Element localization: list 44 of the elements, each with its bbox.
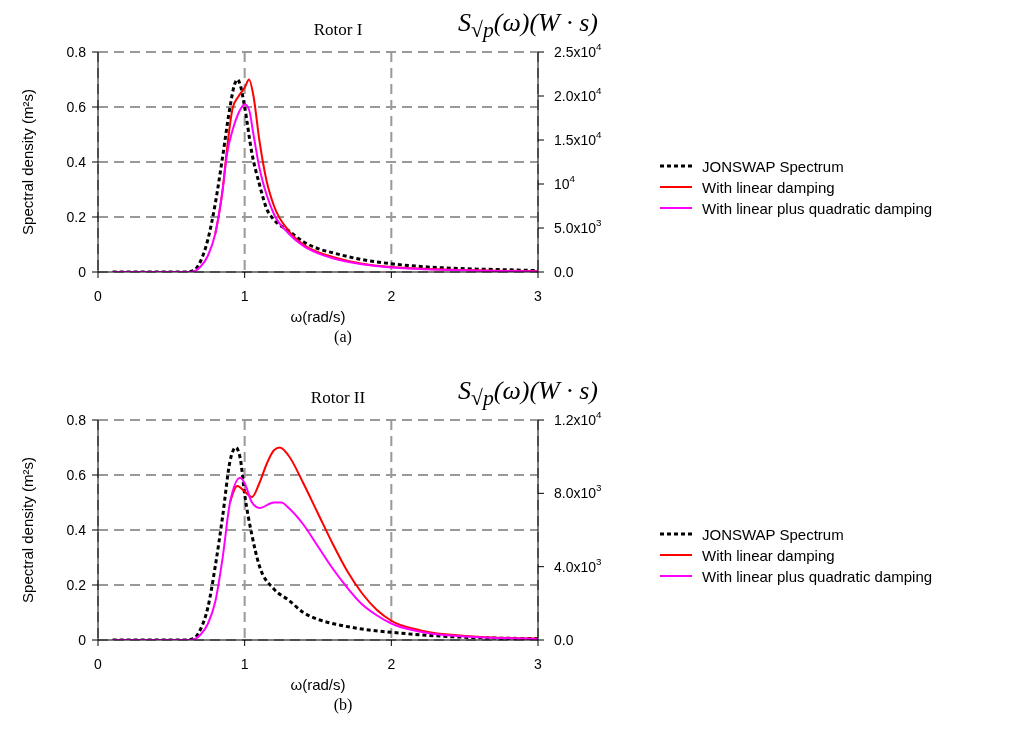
x-tick-label: 3 <box>534 656 543 672</box>
legend-label: JONSWAP Spectrum <box>702 525 844 543</box>
x-axis-title: ω(rad/s) <box>290 676 346 693</box>
y2-tick-label: 4.0x10$^{3}$ <box>554 555 603 575</box>
x-tick-label: 2 <box>387 288 396 304</box>
x-tick-label: 1 <box>240 656 249 672</box>
y2-tick-label: 1.5x10$^{4}$ <box>554 129 603 148</box>
x-tick-label: 2 <box>387 656 396 672</box>
text: (a) <box>333 328 353 346</box>
legend-label: With linear plus quadratic damping <box>702 199 933 217</box>
x-tick-label: 0 <box>94 288 103 304</box>
legend-label: With linear damping <box>702 546 835 564</box>
text: (b) <box>332 696 354 714</box>
y-tick-label: 0.4 <box>66 522 87 538</box>
legend-label: With linear damping <box>702 178 835 196</box>
y-tick-label: 0.6 <box>66 99 87 115</box>
y-axis-title: Spectral density (m²s) <box>19 457 37 603</box>
y-tick-label: 0.2 <box>66 209 87 225</box>
y-tick-label: 0.2 <box>66 577 87 593</box>
y-tick-label: 0 <box>78 264 87 280</box>
y2-tick-label: 0.0 <box>554 632 574 648</box>
y2-axis-title: S$_{√p}$(ω)(W · s) <box>458 376 598 412</box>
x-tick-label: 3 <box>534 288 543 304</box>
legend-label: With linear plus quadratic damping <box>702 567 933 585</box>
legend-label: JONSWAP Spectrum <box>702 157 844 175</box>
y-tick-label: 0.8 <box>66 412 87 428</box>
y-tick-label: 0.8 <box>66 44 87 60</box>
y2-tick-label: 8.0x10$^{3}$ <box>554 482 603 502</box>
y-tick-label: 0.4 <box>66 154 87 170</box>
x-axis-title: ω(rad/s) <box>290 308 346 325</box>
y2-tick-label: 2.0x10$^{4}$ <box>554 85 603 104</box>
chart-title: Rotor I <box>313 20 363 39</box>
x-tick-label: 0 <box>94 656 103 672</box>
x-tick-label: 1 <box>240 288 249 304</box>
y2-tick-label: 10$^{4}$ <box>554 173 576 192</box>
y-axis-title: Spectral density (m²s) <box>19 89 37 235</box>
chart-title: Rotor II <box>310 388 366 407</box>
y-tick-label: 0.6 <box>66 467 87 483</box>
y2-tick-label: 0.0 <box>554 264 574 280</box>
y2-axis-title: S$_{√p}$(ω)(W · s) <box>458 8 598 44</box>
y2-tick-label: 1.2x10$^{4}$ <box>554 409 603 428</box>
y2-tick-label: 5.0x10$^{3}$ <box>554 217 603 236</box>
y-tick-label: 0 <box>78 632 87 648</box>
y2-tick-label: 2.5x10$^{4}$ <box>554 41 603 60</box>
